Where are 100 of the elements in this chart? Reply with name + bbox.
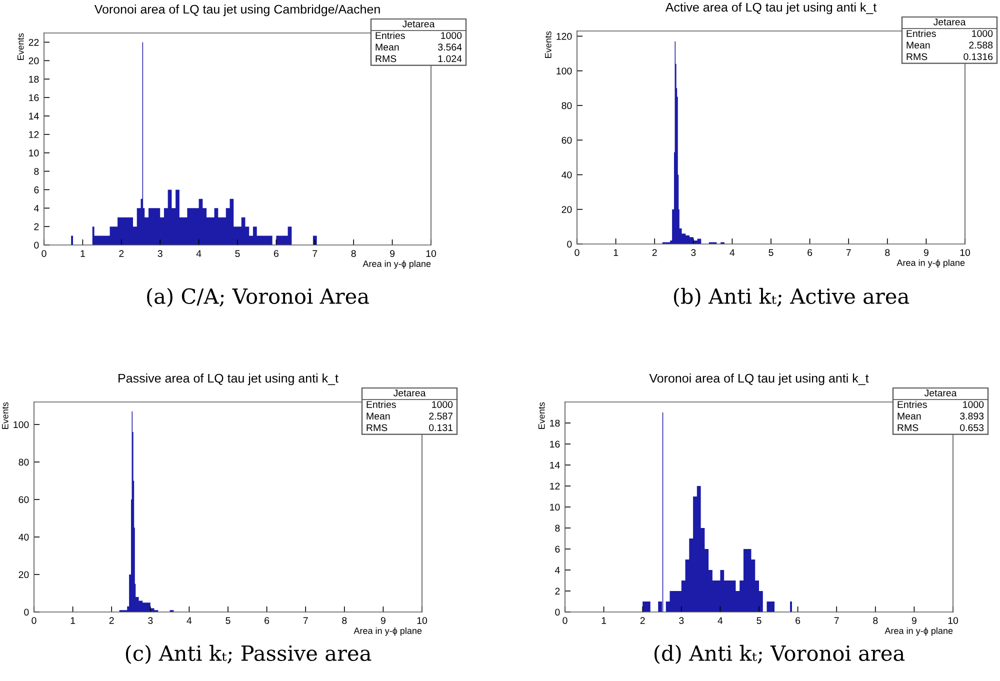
annotation: Mean: [366, 412, 390, 420]
x-tick-label: 5: [768, 249, 774, 256]
x-tick-label: 1: [614, 249, 618, 256]
x-tick-label: 4: [186, 617, 192, 624]
x-tick-label: 3: [691, 249, 696, 256]
x-tick-label: 3: [158, 250, 162, 257]
x-tick-label: 9: [390, 250, 395, 257]
text: Jetarea: [933, 18, 966, 26]
text: Jetarea: [924, 390, 957, 396]
y-tick-label: 16: [29, 94, 39, 102]
annotation: Entries: [898, 400, 927, 408]
x-tick-label: 2: [109, 617, 114, 624]
x-tick-label: 6: [274, 250, 278, 257]
annotation: RMS: [376, 55, 396, 62]
x-tick-label: 5: [235, 250, 240, 257]
y-tick-label: 10: [29, 150, 39, 156]
x-tick-label: 10: [960, 249, 970, 256]
y-tick-label: 100: [556, 68, 572, 74]
x-axis-title: Area in y-ϕ plane: [354, 627, 422, 636]
text: (d) Anti kₜ; Voronoi area: [654, 644, 905, 664]
text: 1000: [432, 401, 453, 408]
x-tick-label: 1: [80, 250, 85, 257]
y-tick-label: 20: [28, 57, 39, 64]
y-tick-label: 18: [29, 76, 39, 83]
text: 1000: [963, 401, 984, 408]
x-axis-title: Area in y-ϕ plane: [362, 260, 431, 269]
y-tick-label: 0: [24, 608, 29, 616]
y-tick-label: 0: [567, 240, 572, 248]
text: 2.588: [969, 42, 993, 49]
text: 3.893: [960, 412, 984, 420]
annotation: RMS: [366, 424, 388, 432]
x-tick-label: 1: [70, 617, 76, 624]
text: 1.024: [438, 55, 462, 62]
x-tick-label: 9: [912, 617, 916, 624]
y-tick-label: 14: [550, 462, 560, 469]
y-tick-label: 80: [18, 458, 29, 466]
annotation: RMS: [906, 53, 928, 60]
annotation: Entries: [376, 32, 405, 39]
y-tick-label: 12: [29, 131, 39, 138]
text: 2.587: [429, 412, 453, 420]
y-tick-label: 20: [562, 206, 572, 213]
x-tick-label: 2: [652, 249, 657, 256]
text: (c) Anti kₜ; Passive area: [126, 644, 372, 664]
x-tick-label: 4: [718, 617, 723, 624]
x-tick-label: 3: [679, 617, 684, 624]
annotation: Mean: [376, 44, 399, 51]
x-tick-label: 7: [303, 617, 308, 624]
x-tick-label: 2: [640, 617, 645, 624]
y-tick-label: 60: [562, 136, 572, 144]
y-tick-label: 4: [34, 204, 39, 212]
text: 3.564: [438, 44, 462, 51]
chart-title: Voronoi area of LQ tau jet using Cambridge/Aachen: [94, 4, 380, 16]
x-tick-label: 4: [730, 249, 735, 256]
y-tick-label: 40: [18, 534, 29, 541]
y-tick-label: 14: [29, 112, 39, 120]
y-tick-label: 40: [562, 171, 572, 178]
annotation: RMS: [898, 424, 918, 432]
x-tick-label: 0: [42, 250, 46, 257]
y-tick-label: 10: [550, 504, 560, 511]
x-axis-title: Area in y-ϕ plane: [884, 627, 953, 636]
x-tick-label: 6: [808, 249, 812, 256]
x-tick-label: 7: [846, 249, 851, 256]
y-axis-title: Events: [17, 33, 24, 60]
chart-title: Voronoi area of LQ tau jet using anti k_t: [649, 373, 869, 386]
y-tick-label: 8: [34, 168, 39, 175]
chart-title: Passive area of LQ tau jet using anti k_t: [118, 373, 338, 386]
x-tick-label: 8: [885, 249, 890, 256]
y-tick-label: 16: [550, 440, 560, 448]
y-tick-label: 2: [34, 223, 39, 230]
y-axis-title: Events: [2, 402, 8, 429]
annotation: 0.1316: [964, 53, 993, 60]
y-tick-label: 0: [34, 242, 39, 249]
annotation: Entries: [906, 30, 936, 37]
y-tick-label: 80: [562, 102, 572, 110]
x-axis-title: Area in y-ϕ plane: [896, 259, 965, 268]
x-tick-label: 8: [873, 617, 878, 624]
text: Jetarea: [393, 390, 426, 396]
x-tick-label: 8: [342, 617, 347, 624]
x-tick-label: 9: [924, 249, 928, 256]
y-tick-label: 18: [550, 420, 560, 427]
x-tick-label: 7: [834, 617, 839, 624]
y-tick-label: 120: [556, 32, 572, 40]
x-tick-label: 10: [417, 617, 428, 624]
y-tick-label: 6: [34, 186, 39, 194]
text: (b) Anti kₜ; Active area: [674, 288, 910, 307]
text: 1000: [972, 30, 993, 37]
text: (a) C/A; Voronoi Area: [147, 288, 369, 307]
y-tick-label: 22: [28, 38, 39, 46]
y-tick-label: 8: [555, 524, 560, 532]
text: 1000: [441, 32, 462, 39]
y-tick-label: 0: [555, 608, 560, 616]
x-tick-label: 6: [264, 617, 270, 624]
y-tick-label: 60: [18, 496, 29, 504]
x-tick-label: 4: [196, 250, 202, 257]
x-tick-label: 10: [426, 250, 436, 257]
x-tick-label: 0: [574, 249, 580, 256]
y-axis-title: Events: [545, 31, 552, 58]
y-tick-label: 4: [554, 566, 560, 574]
text: Jetarea: [402, 20, 435, 28]
text: 0.653: [960, 424, 984, 432]
